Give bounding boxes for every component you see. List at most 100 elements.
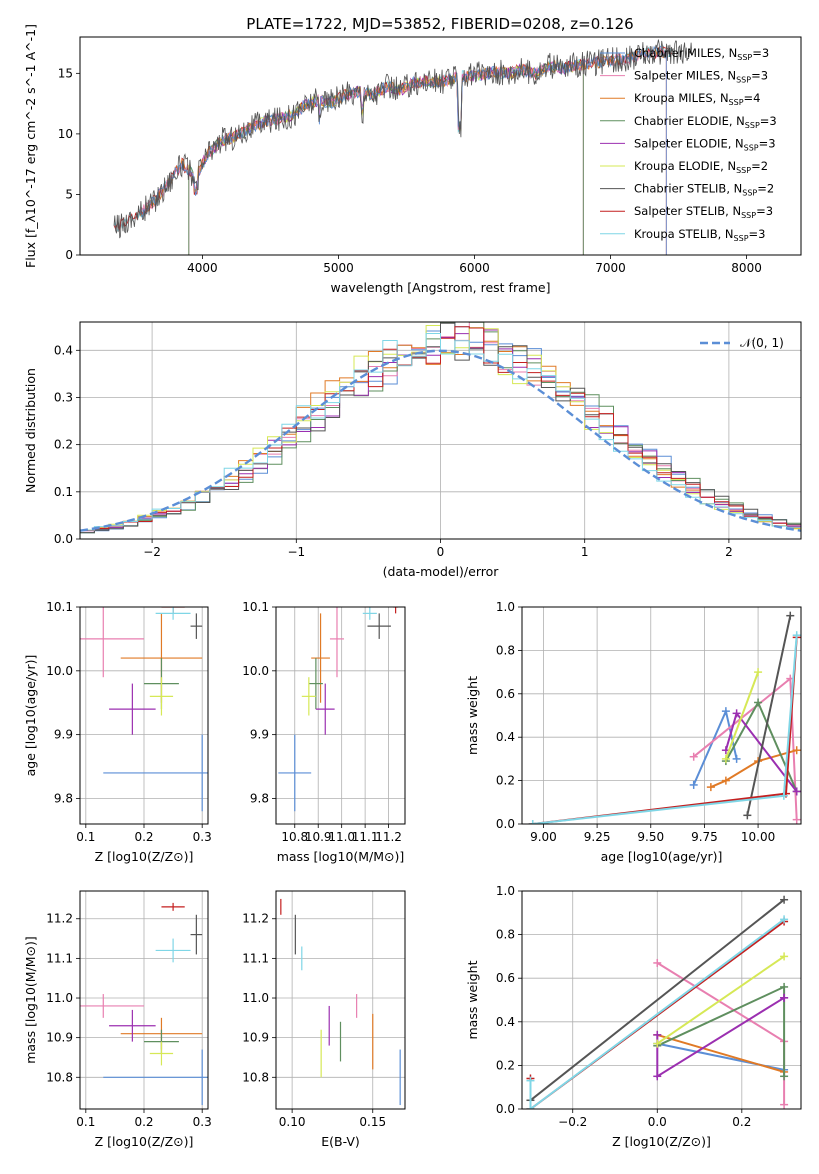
- x-tick-label: 0.10: [279, 1115, 306, 1129]
- axes-frame: [79, 606, 209, 825]
- x-axis-label: Z [log10(Z/Z⊙)]: [95, 1134, 194, 1149]
- panel-mass_vs_Z: 0.1 0.2 0.3 10.8 10.9 11.0 11.1 11.2 Z [log10(Z/…: [23, 890, 212, 1149]
- panel-age_vs_Z: 0.1 0.2 0.3 9.8 9.9 10.0 10.1 Z [log10(Z/Z⊙)] ag…: [23, 600, 212, 864]
- weight-line: [532, 635, 798, 824]
- weight-marker: [792, 746, 801, 755]
- errorbar-point: [301, 677, 316, 716]
- legend-sub: SSP: [744, 143, 759, 152]
- plot-area: [280, 898, 401, 1106]
- x-tick-label: 11.2: [375, 830, 402, 844]
- x-tick-label: 9.25: [584, 830, 611, 844]
- x-tick-label: 0.1: [76, 1115, 95, 1129]
- legend-sub: SSP: [734, 234, 749, 243]
- grid: [80, 606, 208, 824]
- legend: Chabrier MILES, NSSP=3 Salpeter MILES, NS…: [600, 46, 777, 243]
- errorbar-point: [311, 613, 330, 703]
- weight-marker: [689, 780, 698, 789]
- grid: [276, 891, 405, 1109]
- errorbar-point: [362, 607, 377, 620]
- normal-curve: [80, 349, 801, 532]
- weight-marker: [792, 815, 801, 824]
- weight-marker: [780, 952, 789, 961]
- legend-val: =3: [756, 204, 773, 218]
- spectrum-line: [113, 44, 673, 232]
- x-tick-label: 11.1: [352, 830, 379, 844]
- weight-marker: [780, 1072, 789, 1081]
- x-tick-label: 2: [725, 545, 733, 559]
- y-tick-label: 0.8: [496, 643, 515, 657]
- y-tick-label: 0.4: [496, 730, 515, 744]
- errorbar-point: [80, 607, 144, 678]
- plot-area: [526, 895, 789, 1109]
- weight-marker: [653, 1030, 662, 1039]
- legend-val: =3: [752, 46, 769, 60]
- y-tick-label: 9.8: [250, 791, 269, 805]
- errorbar-point: [155, 938, 191, 963]
- weight-marker: [689, 752, 698, 761]
- plot-area: [80, 607, 208, 812]
- y-tick-label: 11.0: [46, 991, 73, 1005]
- y-tick-label: 10.0: [46, 664, 73, 678]
- y-tick-label: 11.2: [242, 912, 269, 926]
- weight-marker: [780, 982, 789, 991]
- panel-weight_vs_Z: −0.2 0.0 0.2 0.0 0.2 0.4 0.6 0.8 1.0 Z [log10(Z/Z…: [465, 884, 802, 1149]
- x-tick-label: 1: [581, 545, 589, 559]
- weight-marker: [780, 895, 789, 904]
- y-tick-label: 10.0: [242, 664, 269, 678]
- y-tick-label: 10.9: [46, 1031, 73, 1045]
- errorbar-point: [329, 607, 345, 678]
- plot-area: [278, 607, 398, 812]
- y-axis-label: mass weight: [465, 676, 480, 755]
- legend-entry: Kroupa STELIB, NSSP=3: [634, 227, 765, 243]
- weight-marker: [780, 993, 789, 1002]
- legend-val: =4: [744, 91, 761, 105]
- errorbar-point: [190, 613, 203, 639]
- weight-marker: [779, 791, 788, 800]
- weight-line: [657, 1033, 785, 1073]
- errorbar-point: [393, 607, 398, 614]
- histogram-step: [80, 333, 801, 531]
- x-tick-label: 0.1: [76, 830, 95, 844]
- y-tick-label: 10.8: [46, 1070, 73, 1084]
- y-tick-label: 10.9: [242, 1031, 269, 1045]
- x-tick-label: 10.9: [305, 830, 332, 844]
- x-axis-label: E(B-V): [321, 1134, 360, 1149]
- plot-area: [528, 611, 801, 824]
- y-tick-label: 11.0: [242, 991, 269, 1005]
- y-axis-label: Flux [f_λ10^-17 erg cm^-2 s^-1 A^-1]: [23, 24, 38, 268]
- weight-marker: [528, 820, 537, 824]
- y-tick-label: 11.1: [46, 951, 73, 965]
- x-tick-label: −0.2: [558, 1115, 587, 1129]
- errorbar-point: [103, 734, 208, 812]
- spectrum-line: [139, 46, 667, 255]
- legend-val: =3: [749, 227, 766, 241]
- x-axis-label: Z [log10(Z/Z⊙)]: [95, 849, 194, 864]
- panel-residuals: −2 −1 0 1 2 0.0 0.1 0.2 0.3 0.4 (data-model)/error…: [23, 321, 802, 579]
- legend-entry: Salpeter MILES, NSSP=3: [634, 69, 768, 85]
- y-tick-label: 0.0: [496, 1102, 515, 1116]
- y-tick-label: 0.0: [496, 817, 515, 831]
- y-tick-label: 0.8: [496, 928, 515, 942]
- weight-marker: [780, 1100, 789, 1109]
- x-tick-label: 8000: [731, 261, 762, 275]
- errorbar-point: [109, 683, 156, 735]
- y-tick-label: 9.8: [54, 791, 73, 805]
- x-tick-label: 10.00: [741, 830, 775, 844]
- errorbar-point: [103, 1049, 208, 1106]
- y-tick-label: 0.2: [496, 1058, 515, 1072]
- y-tick-label: 10: [58, 127, 73, 141]
- y-tick-label: 0.4: [54, 343, 73, 357]
- y-axis-label: mass [log10(M/M⊙)]: [23, 936, 38, 1064]
- x-tick-label: 0.2: [134, 1115, 153, 1129]
- spectrum-line: [113, 39, 693, 239]
- y-tick-label: 10.1: [242, 600, 269, 614]
- weight-marker: [721, 754, 730, 763]
- y-tick-label: 0.6: [496, 971, 515, 985]
- x-tick-label: −2: [143, 545, 161, 559]
- weight-marker: [526, 1076, 535, 1085]
- x-axis-label: mass [log10(M/M⊙)]: [277, 849, 405, 864]
- errorbar-point: [149, 677, 174, 716]
- x-tick-label: −1: [287, 545, 305, 559]
- spectrum-line: [113, 46, 673, 231]
